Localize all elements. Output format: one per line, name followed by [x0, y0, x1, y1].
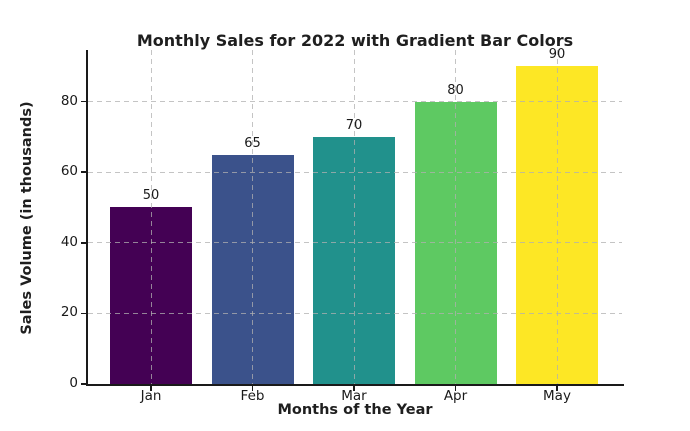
h-gridline — [88, 171, 622, 173]
x-axis-label: Months of the Year — [277, 402, 433, 418]
bar-value-label: 90 — [548, 47, 566, 63]
y-axis-label: Sales Volume (in thousands) — [19, 101, 35, 335]
chart-title: Monthly Sales for 2022 with Gradient Bar… — [136, 31, 574, 50]
bar-value-label: 80 — [447, 82, 464, 98]
y-tick-label: 60 — [60, 163, 78, 180]
y-tick-mark — [81, 100, 86, 103]
y-tick-label: 0 — [69, 375, 78, 391]
v-gridline — [150, 50, 152, 384]
x-tick-mark — [150, 386, 152, 391]
x-tick-label: Jan — [140, 388, 162, 404]
bar-value-label: 50 — [142, 188, 160, 204]
x-tick-mark — [556, 386, 558, 391]
x-tick-mark — [454, 386, 457, 391]
y-tick-label: 40 — [60, 233, 78, 250]
bar-value-label: 65 — [244, 135, 261, 151]
plot-area: 50 65 70 80 90 — [88, 47, 622, 384]
h-gridline — [88, 242, 622, 244]
v-gridline — [556, 50, 558, 384]
x-tick-label: Feb — [240, 388, 265, 404]
h-gridline — [88, 101, 622, 103]
x-tick-label: Mar — [341, 388, 367, 404]
bar-value-label: 70 — [345, 117, 363, 133]
y-axis-spine — [86, 50, 88, 386]
x-tick-label: Apr — [443, 388, 468, 404]
h-gridline — [88, 312, 622, 314]
x-axis-spine — [86, 384, 624, 386]
x-tick-label: May — [543, 388, 571, 404]
y-tick-mark — [81, 171, 86, 173]
y-tick-mark — [81, 312, 86, 315]
v-gridline — [455, 50, 456, 384]
x-tick-mark — [251, 386, 254, 391]
v-gridline — [252, 50, 253, 384]
x-tick-mark — [353, 386, 355, 391]
y-tick-mark — [81, 241, 86, 244]
v-gridline — [353, 50, 355, 384]
y-tick-label: 20 — [60, 304, 78, 321]
y-tick-mark — [81, 383, 86, 385]
y-tick-label: 80 — [60, 92, 78, 109]
